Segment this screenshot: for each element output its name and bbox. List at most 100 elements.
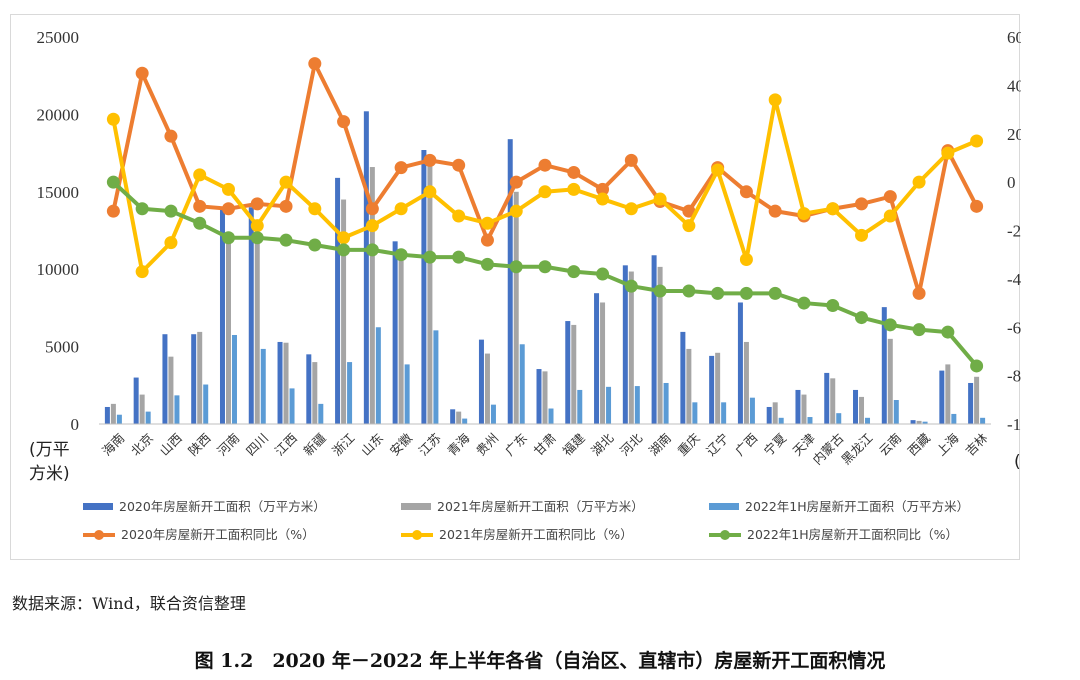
bar-2: [830, 378, 836, 424]
line-point-3: [452, 250, 466, 264]
bar-1: [507, 139, 513, 424]
bar-2: [887, 338, 893, 424]
bar-3: [951, 413, 957, 424]
line-point-3: [279, 233, 293, 247]
legend-swatch-bar: [83, 503, 113, 510]
line-point-3: [855, 311, 869, 325]
right-y-tick: -40: [1007, 270, 1021, 289]
bar-2: [600, 302, 606, 424]
bar-3: [116, 414, 122, 424]
line-point-3: [365, 243, 379, 257]
bar-1: [392, 241, 398, 424]
bar-3: [404, 364, 410, 424]
right-y-tick: 0: [1007, 173, 1016, 192]
bar-3: [347, 362, 353, 424]
bar-1: [277, 341, 283, 424]
category-label: 新疆: [300, 430, 328, 458]
bar-3: [778, 417, 784, 424]
line-point-2: [193, 168, 207, 182]
chart-svg: 0 5000 10000 15000 20000 25000 -100 -80 -60 -40 -2…: [29, 28, 1021, 542]
bar-2: [743, 341, 749, 424]
line-point-1: [394, 161, 408, 175]
line-point-3: [567, 265, 581, 279]
bar-3: [462, 418, 468, 424]
category-label: 云南: [876, 430, 904, 458]
bar-2: [139, 394, 145, 424]
line-point-2: [221, 182, 235, 196]
left-axis-unit-line2: 方米): [29, 464, 70, 484]
bar-3: [893, 400, 899, 424]
bar-1: [853, 389, 859, 424]
bar-1: [133, 377, 139, 424]
category-label: 吉林: [962, 430, 991, 459]
line-point-3: [106, 175, 120, 189]
source-note: 数据来源：Wind，联合资信整理: [12, 594, 246, 613]
legend-label: 2021年房屋新开工面积（万平方米）: [437, 499, 644, 514]
bar-1: [594, 293, 600, 424]
category-label: 上海: [933, 430, 962, 459]
legend-label: 2022年1H房屋新开工面积（万平方米）: [745, 499, 969, 514]
legend-label: 2020年房屋新开工面积（万平方米）: [119, 499, 326, 514]
bar-1: [709, 355, 715, 424]
legend-label: 2021年房屋新开工面积同比（%）: [439, 527, 633, 542]
bar-1: [968, 382, 974, 424]
line-point-3: [711, 286, 725, 300]
line-point-1: [365, 202, 379, 216]
line-point-1: [768, 204, 782, 218]
legend-label: 2022年1H房屋新开工面积同比（%）: [747, 527, 958, 542]
bar-2: [801, 394, 807, 424]
category-label: 江苏: [416, 430, 444, 458]
bar-1: [306, 354, 312, 424]
legend-swatch-marker: [94, 530, 104, 540]
line-point-3: [135, 202, 149, 216]
chart-frame: 0 5000 10000 15000 20000 25000 -100 -80 -60 -40 -2…: [10, 14, 1021, 560]
line-point-2: [970, 134, 984, 148]
line-point-1: [106, 204, 120, 218]
category-label: 黑龙江: [838, 430, 875, 467]
category-label: 北京: [128, 430, 156, 458]
left-y-tick: 25000: [37, 28, 80, 47]
bar-3: [692, 402, 698, 424]
bar-2: [657, 266, 663, 424]
bar-2: [772, 402, 778, 424]
category-label: 广西: [732, 430, 760, 458]
line-point-1: [883, 190, 897, 204]
bar-3: [318, 403, 324, 424]
figure-caption: 图 1.2 2020 年－2022 年上半年各省（自治区、直辖市）房屋新开工面积…: [194, 650, 886, 672]
line-point-3: [596, 267, 610, 281]
bar-3: [663, 382, 669, 424]
line-point-1: [221, 202, 235, 216]
line-point-3: [883, 318, 897, 332]
bar-1: [795, 389, 801, 424]
right-y-tick: 40: [1007, 76, 1021, 95]
category-label: 河南: [214, 430, 242, 458]
line-point-3: [826, 298, 840, 312]
bar-2: [715, 352, 721, 424]
line-point-3: [941, 325, 955, 339]
bar-2: [168, 356, 174, 424]
bar-1: [939, 370, 945, 424]
category-label: 贵州: [473, 430, 501, 458]
line-point-1: [567, 165, 581, 179]
bar-3: [721, 402, 727, 424]
line-point-1: [682, 204, 696, 218]
line-point-2: [768, 93, 782, 107]
bar-1: [191, 334, 197, 424]
bar-3: [203, 384, 209, 424]
bar-1: [737, 302, 743, 424]
bar-3: [490, 404, 496, 424]
line-point-1: [855, 197, 869, 211]
bar-1: [766, 406, 772, 424]
bar-2: [110, 403, 116, 424]
bar-1: [162, 334, 168, 424]
line-point-3: [768, 286, 782, 300]
bar-1: [248, 207, 254, 424]
line-point-3: [682, 284, 696, 298]
line-point-2: [711, 163, 725, 177]
line-point-2: [423, 185, 437, 199]
line-point-2: [538, 185, 552, 199]
bar-3: [634, 386, 640, 424]
bar-2: [427, 154, 433, 424]
bar-2: [686, 348, 692, 424]
bar-2: [571, 324, 577, 424]
